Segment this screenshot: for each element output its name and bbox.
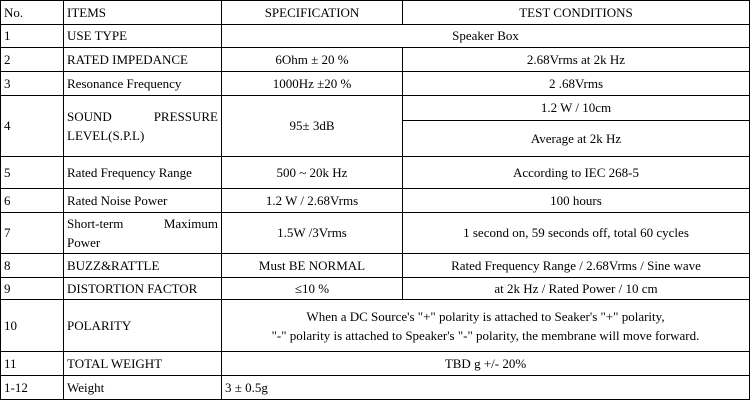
row-test-condition: 100 hours xyxy=(402,188,750,213)
table-row: 1 USE TYPE Speaker Box xyxy=(0,24,750,48)
row-merged-value: When a DC Source's "+" polarity is attac… xyxy=(221,299,750,352)
row-item: BUZZ&RATTLE xyxy=(63,253,222,278)
table-row: 8 BUZZ&RATTLE Must BE NORMAL Rated Frequ… xyxy=(0,253,750,278)
row-item-line: SOUND PRESSURE xyxy=(67,109,218,124)
header-specification: SPECIFICATION xyxy=(221,0,403,25)
row-item: POLARITY xyxy=(63,299,222,352)
header-test-conditions: TEST CONDITIONS xyxy=(402,0,750,25)
row-no: 1 xyxy=(0,24,64,48)
row-specification: 95± 3dB xyxy=(221,95,403,157)
row-no: 8 xyxy=(0,253,64,278)
row-no: 2 xyxy=(0,47,64,72)
polarity-line: "-" polarity is attached to Speaker's "-… xyxy=(271,327,700,343)
row-test-condition: According to IEC 268-5 xyxy=(402,156,750,189)
table-row: 3 Resonance Frequency 1000Hz ±20 % 2 .68… xyxy=(0,71,750,96)
row-item-line: Power xyxy=(67,235,101,250)
table-row: Average at 2k Hz xyxy=(1,120,750,157)
polarity-line: When a DC Source's "+" polarity is attac… xyxy=(306,308,665,324)
table-row: 6 Rated Noise Power 1.2 W / 2.68Vrms 100… xyxy=(0,188,750,213)
row-no: 3 xyxy=(0,71,64,96)
row-item: Rated Frequency Range xyxy=(63,156,222,189)
header-items: ITEMS xyxy=(63,0,222,25)
header-no: No. xyxy=(0,0,64,25)
row-test-condition: 1.2 W / 10cm xyxy=(402,95,750,121)
row-item-line: LEVEL(S.P.L) xyxy=(67,128,145,143)
row-no: 9 xyxy=(0,277,64,300)
row-item: Short-term Maximum Power xyxy=(63,212,222,254)
row-test-condition: 2 .68Vrms xyxy=(402,71,750,96)
row-item: USE TYPE xyxy=(63,24,222,48)
row-specification: 1.2 W / 2.68Vrms xyxy=(221,188,403,213)
row-no: 5 xyxy=(0,156,64,189)
header-row: No. ITEMS SPECIFICATION TEST CONDITIONS xyxy=(0,0,750,25)
row-merged-value: 3 ± 0.5g xyxy=(221,375,750,400)
row-item: SOUND PRESSURE LEVEL(S.P.L) xyxy=(63,95,222,157)
table-row: 2 RATED IMPEDANCE 6Ohm ± 20 % 2.68Vrms a… xyxy=(0,47,750,72)
row-no: 11 xyxy=(0,351,64,376)
row-merged-value: TBD g +/- 20% xyxy=(221,351,750,376)
row-item: Resonance Frequency xyxy=(63,71,222,96)
row-no: 1-12 xyxy=(0,375,64,400)
row-no: 10 xyxy=(0,299,64,352)
table-row: 4 SOUND PRESSURE LEVEL(S.P.L) 95± 3dB 1.… xyxy=(0,95,750,157)
row-item: DISTORTION FACTOR xyxy=(63,277,222,300)
row-specification: ≤10 % xyxy=(221,277,403,300)
row-item: TOTAL WEIGHT xyxy=(63,351,222,376)
row-merged-value: Speaker Box xyxy=(221,24,750,48)
row-test-condition: 2.68Vrms at 2k Hz xyxy=(402,47,750,72)
row-specification: Must BE NORMAL xyxy=(221,253,403,278)
row-item: Rated Noise Power xyxy=(63,188,222,213)
row-item: Weight xyxy=(63,375,222,400)
row-test-condition: Average at 2k Hz xyxy=(402,120,750,157)
row-no: 6 xyxy=(0,188,64,213)
table-row: 11 TOTAL WEIGHT TBD g +/- 20% xyxy=(0,351,750,376)
row-specification: 500 ~ 20k Hz xyxy=(221,156,403,189)
table-row: 7 Short-term Maximum Power 1.5W /3Vrms 1… xyxy=(0,212,750,254)
row-no: 4 xyxy=(0,95,64,157)
row-item: RATED IMPEDANCE xyxy=(63,47,222,72)
spec-table: No. ITEMS SPECIFICATION TEST CONDITIONS … xyxy=(0,0,750,400)
row-specification: 1.5W /3Vrms xyxy=(221,212,403,254)
row-test-condition: 1 second on, 59 seconds off, total 60 cy… xyxy=(402,212,750,254)
row-specification: 6Ohm ± 20 % xyxy=(221,47,403,72)
row-test-condition: at 2k Hz / Rated Power / 10 cm xyxy=(402,277,750,300)
row-item-line: Short-term Maximum xyxy=(67,216,218,231)
table-row: 9 DISTORTION FACTOR ≤10 % at 2k Hz / Rat… xyxy=(0,277,750,300)
row-no: 7 xyxy=(0,212,64,254)
table-row: 5 Rated Frequency Range 500 ~ 20k Hz Acc… xyxy=(0,156,750,189)
row-specification: 1000Hz ±20 % xyxy=(221,71,403,96)
table-row: 10 POLARITY When a DC Source's "+" polar… xyxy=(0,299,750,352)
row-test-condition: Rated Frequency Range / 2.68Vrms / Sine … xyxy=(402,253,750,278)
table-row: 1-12 Weight 3 ± 0.5g xyxy=(0,375,750,400)
